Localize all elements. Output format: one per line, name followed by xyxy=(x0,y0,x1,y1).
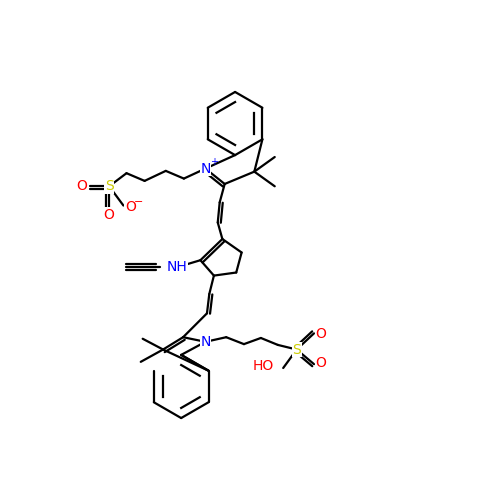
Text: S: S xyxy=(105,180,114,194)
Text: −: − xyxy=(134,196,142,206)
Text: O: O xyxy=(316,327,326,341)
Text: +: + xyxy=(210,156,218,166)
Text: O: O xyxy=(316,356,326,370)
Text: S: S xyxy=(292,342,301,356)
Text: NH: NH xyxy=(167,260,188,274)
Text: N: N xyxy=(200,335,210,349)
Text: O: O xyxy=(125,200,136,214)
Text: N: N xyxy=(200,162,210,175)
Text: O: O xyxy=(104,208,115,222)
Text: O: O xyxy=(76,180,87,194)
Text: HO: HO xyxy=(252,359,274,373)
